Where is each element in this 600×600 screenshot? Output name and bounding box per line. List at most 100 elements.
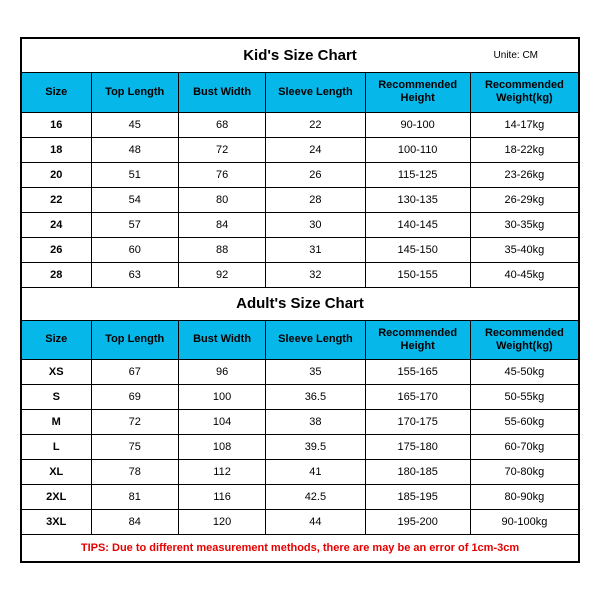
table-cell: 150-155 bbox=[366, 263, 471, 287]
table-row: 20517626115-12523-26kg bbox=[22, 163, 578, 188]
table-row: 2XL8111642.5185-19580-90kg bbox=[22, 485, 578, 510]
adults-table-body: XS679635155-16545-50kgS6910036.5165-1705… bbox=[22, 360, 578, 534]
table-cell: 55-60kg bbox=[471, 410, 578, 434]
table-cell: 14-17kg bbox=[471, 113, 578, 137]
kids-title: Kid's Size Chart bbox=[243, 47, 357, 64]
table-cell: 31 bbox=[266, 238, 365, 262]
table-cell: 155-165 bbox=[366, 360, 471, 384]
table-cell: 84 bbox=[92, 510, 179, 534]
table-cell: 28 bbox=[22, 263, 92, 287]
table-cell: 69 bbox=[92, 385, 179, 409]
table-cell: 112 bbox=[179, 460, 266, 484]
table-cell: 92 bbox=[179, 263, 266, 287]
table-cell: 22 bbox=[266, 113, 365, 137]
table-cell: 72 bbox=[92, 410, 179, 434]
table-cell: 175-180 bbox=[366, 435, 471, 459]
table-cell: 23-26kg bbox=[471, 163, 578, 187]
table-cell: 100-110 bbox=[366, 138, 471, 162]
table-row: L7510839.5175-18060-70kg bbox=[22, 435, 578, 460]
table-cell: S bbox=[22, 385, 92, 409]
table-cell: 80-90kg bbox=[471, 485, 578, 509]
table-cell: 16 bbox=[22, 113, 92, 137]
table-row: 24578430140-14530-35kg bbox=[22, 213, 578, 238]
kids-title-row: Kid's Size Chart Unite: CM bbox=[22, 39, 578, 73]
table-cell: 50-55kg bbox=[471, 385, 578, 409]
col-sleeve-length: Sleeve Length bbox=[266, 73, 365, 111]
table-cell: 145-150 bbox=[366, 238, 471, 262]
table-cell: 18 bbox=[22, 138, 92, 162]
table-cell: XL bbox=[22, 460, 92, 484]
table-cell: 22 bbox=[22, 188, 92, 212]
table-cell: 81 bbox=[92, 485, 179, 509]
table-cell: 90-100kg bbox=[471, 510, 578, 534]
table-row: 1645682290-10014-17kg bbox=[22, 113, 578, 138]
table-cell: XS bbox=[22, 360, 92, 384]
table-cell: 60 bbox=[92, 238, 179, 262]
table-cell: 70-80kg bbox=[471, 460, 578, 484]
table-cell: 3XL bbox=[22, 510, 92, 534]
table-cell: 115-125 bbox=[366, 163, 471, 187]
table-cell: 88 bbox=[179, 238, 266, 262]
table-cell: 90-100 bbox=[366, 113, 471, 137]
table-cell: 72 bbox=[179, 138, 266, 162]
table-cell: 84 bbox=[179, 213, 266, 237]
table-cell: 26 bbox=[266, 163, 365, 187]
table-cell: 48 bbox=[92, 138, 179, 162]
table-cell: L bbox=[22, 435, 92, 459]
table-cell: 26-29kg bbox=[471, 188, 578, 212]
col-rec-weight: Recommended Weight(kg) bbox=[471, 73, 578, 111]
table-cell: 42.5 bbox=[266, 485, 365, 509]
table-cell: 120 bbox=[179, 510, 266, 534]
table-cell: 51 bbox=[92, 163, 179, 187]
col-rec-height: Recommended Height bbox=[366, 321, 471, 359]
table-cell: 45-50kg bbox=[471, 360, 578, 384]
unit-label: Unite: CM bbox=[494, 50, 538, 61]
table-cell: 35-40kg bbox=[471, 238, 578, 262]
col-bust-width: Bust Width bbox=[179, 73, 266, 111]
table-cell: 104 bbox=[179, 410, 266, 434]
adults-header-row: Size Top Length Bust Width Sleeve Length… bbox=[22, 321, 578, 360]
table-row: XS679635155-16545-50kg bbox=[22, 360, 578, 385]
adults-section: Adult's Size Chart Size Top Length Bust … bbox=[22, 287, 578, 534]
table-cell: 140-145 bbox=[366, 213, 471, 237]
table-cell: 76 bbox=[179, 163, 266, 187]
table-cell: 108 bbox=[179, 435, 266, 459]
col-size: Size bbox=[22, 73, 92, 111]
table-cell: 35 bbox=[266, 360, 365, 384]
table-cell: 96 bbox=[179, 360, 266, 384]
col-bust-width: Bust Width bbox=[179, 321, 266, 359]
table-cell: 68 bbox=[179, 113, 266, 137]
table-cell: 40-45kg bbox=[471, 263, 578, 287]
table-row: 22548028130-13526-29kg bbox=[22, 188, 578, 213]
table-cell: 24 bbox=[22, 213, 92, 237]
table-cell: 80 bbox=[179, 188, 266, 212]
table-cell: 130-135 bbox=[366, 188, 471, 212]
table-cell: 170-175 bbox=[366, 410, 471, 434]
table-cell: 30-35kg bbox=[471, 213, 578, 237]
kids-header-row: Size Top Length Bust Width Sleeve Length… bbox=[22, 73, 578, 112]
table-cell: 116 bbox=[179, 485, 266, 509]
table-cell: 38 bbox=[266, 410, 365, 434]
kids-section: Kid's Size Chart Unite: CM Size Top Leng… bbox=[22, 39, 578, 286]
col-rec-height: Recommended Height bbox=[366, 73, 471, 111]
table-cell: 28 bbox=[266, 188, 365, 212]
table-cell: 41 bbox=[266, 460, 365, 484]
table-cell: 20 bbox=[22, 163, 92, 187]
adults-title: Adult's Size Chart bbox=[236, 295, 364, 312]
table-cell: 39.5 bbox=[266, 435, 365, 459]
table-cell: 44 bbox=[266, 510, 365, 534]
table-row: 28639232150-15540-45kg bbox=[22, 263, 578, 287]
table-cell: 45 bbox=[92, 113, 179, 137]
table-cell: M bbox=[22, 410, 92, 434]
table-cell: 78 bbox=[92, 460, 179, 484]
table-cell: 60-70kg bbox=[471, 435, 578, 459]
table-row: 26608831145-15035-40kg bbox=[22, 238, 578, 263]
table-row: XL7811241180-18570-80kg bbox=[22, 460, 578, 485]
table-cell: 30 bbox=[266, 213, 365, 237]
table-row: M7210438170-17555-60kg bbox=[22, 410, 578, 435]
tips-note: TIPS: Due to different measurement metho… bbox=[22, 534, 578, 561]
table-cell: 63 bbox=[92, 263, 179, 287]
kids-table-body: 1645682290-10014-17kg18487224100-11018-2… bbox=[22, 113, 578, 287]
table-cell: 36.5 bbox=[266, 385, 365, 409]
col-rec-weight: Recommended Weight(kg) bbox=[471, 321, 578, 359]
